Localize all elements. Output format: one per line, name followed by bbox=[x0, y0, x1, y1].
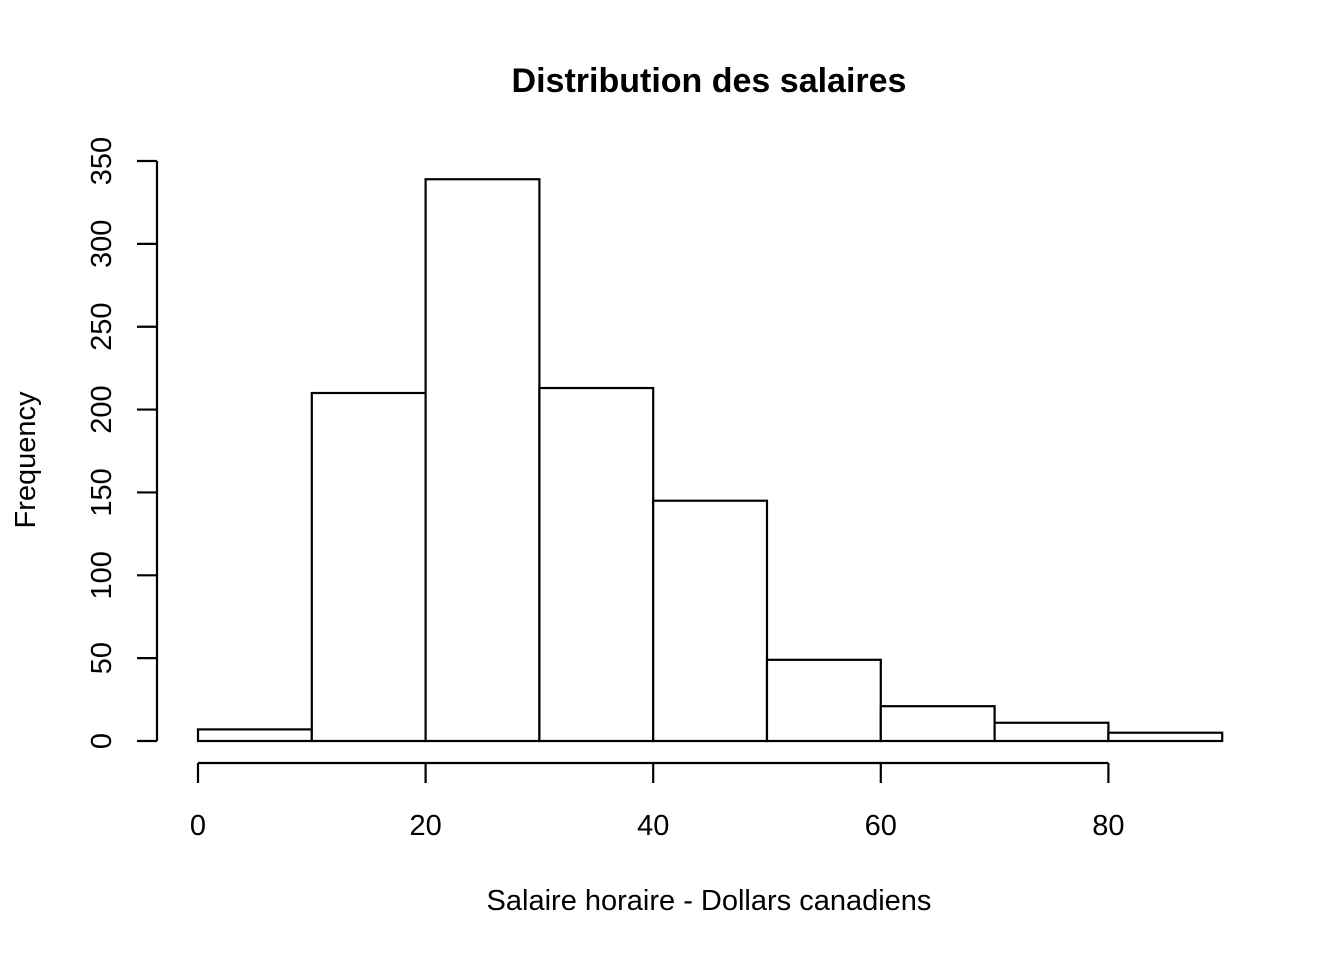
x-axis-label: Salaire horaire - Dollars canadiens bbox=[487, 885, 932, 917]
x-tick-label: 40 bbox=[637, 810, 669, 842]
histogram-bar bbox=[538, 386, 655, 743]
histogram-bar bbox=[993, 721, 1110, 743]
y-tick-label: 300 bbox=[86, 220, 118, 268]
histogram-bar bbox=[196, 728, 313, 743]
y-tick-label: 350 bbox=[86, 137, 118, 185]
histogram-bar bbox=[879, 705, 996, 743]
y-axis-label: Frequency bbox=[10, 391, 42, 529]
x-tick-label: 80 bbox=[1092, 810, 1124, 842]
histogram-bar bbox=[310, 391, 427, 743]
y-tick-label: 200 bbox=[86, 385, 118, 433]
y-tick-label: 0 bbox=[86, 733, 118, 749]
y-axis: 0 50 100 150 200 250 300 350 bbox=[86, 137, 159, 749]
histogram-bar bbox=[765, 658, 882, 743]
x-tick-label: 20 bbox=[409, 810, 441, 842]
y-tick-label: 250 bbox=[86, 303, 118, 351]
y-tick-label: 100 bbox=[86, 551, 118, 599]
chart-title: Distribution des salaires bbox=[512, 62, 907, 100]
y-tick-label: 50 bbox=[86, 642, 118, 674]
x-tick-label: 60 bbox=[865, 810, 897, 842]
histogram-bar bbox=[652, 499, 769, 743]
histogram-bar bbox=[1107, 731, 1224, 743]
x-tick-label: 0 bbox=[190, 810, 206, 842]
histogram-bar bbox=[424, 178, 541, 743]
x-axis: 0 20 40 60 80 bbox=[190, 761, 1125, 842]
y-tick-label: 150 bbox=[86, 468, 118, 516]
bars-group bbox=[196, 178, 1224, 743]
